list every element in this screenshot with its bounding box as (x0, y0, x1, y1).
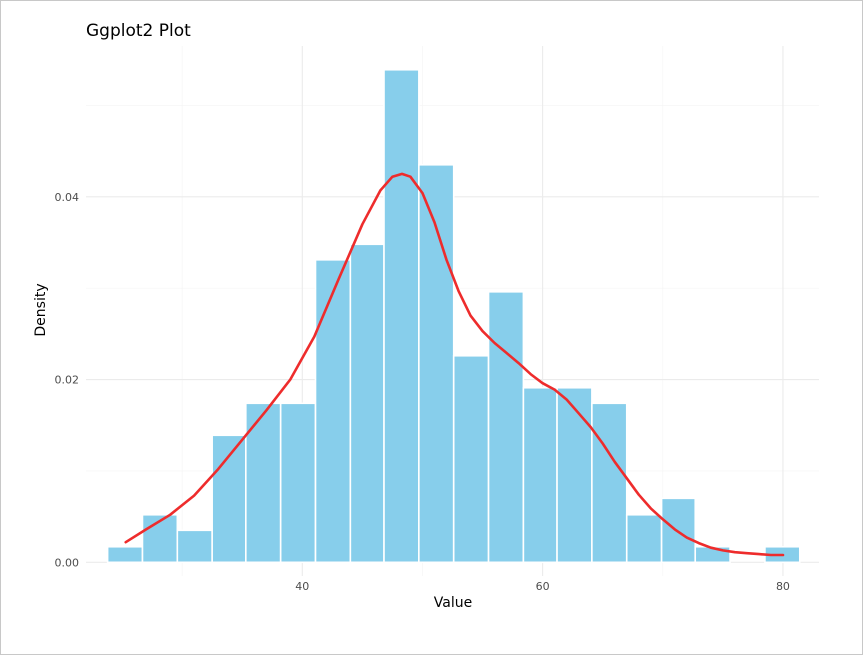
y-axis-ticks: 0.00 0.02 0.04 (55, 191, 80, 570)
histogram-bar (141, 513, 179, 564)
histogram-bar (522, 386, 558, 564)
x-axis-ticks: 40 60 80 (295, 580, 790, 593)
x-tick-label: 60 (536, 580, 550, 593)
histogram-bar (487, 291, 525, 564)
histogram-bar (349, 243, 385, 564)
y-tick-label: 0.00 (55, 556, 80, 569)
density-curve (124, 172, 785, 557)
chart-title: Ggplot2 Plot (86, 21, 191, 41)
histogram-bar (176, 529, 213, 564)
histogram-bar (452, 354, 490, 564)
histogram-bar (556, 386, 593, 564)
histogram-bar (591, 402, 628, 564)
y-tick-label: 0.02 (55, 374, 80, 387)
histogram-bar (625, 513, 663, 564)
histogram-bar (279, 402, 317, 564)
histogram-bar (314, 259, 352, 564)
x-axis-title: Value (434, 595, 472, 611)
x-tick-label: 80 (776, 580, 790, 593)
histogram-bar (383, 68, 420, 564)
y-tick-label: 0.04 (55, 191, 80, 204)
x-tick-label: 40 (295, 580, 309, 593)
histogram-bar (106, 545, 144, 564)
histogram-bars (106, 68, 801, 564)
y-axis-title: Density (33, 283, 49, 336)
